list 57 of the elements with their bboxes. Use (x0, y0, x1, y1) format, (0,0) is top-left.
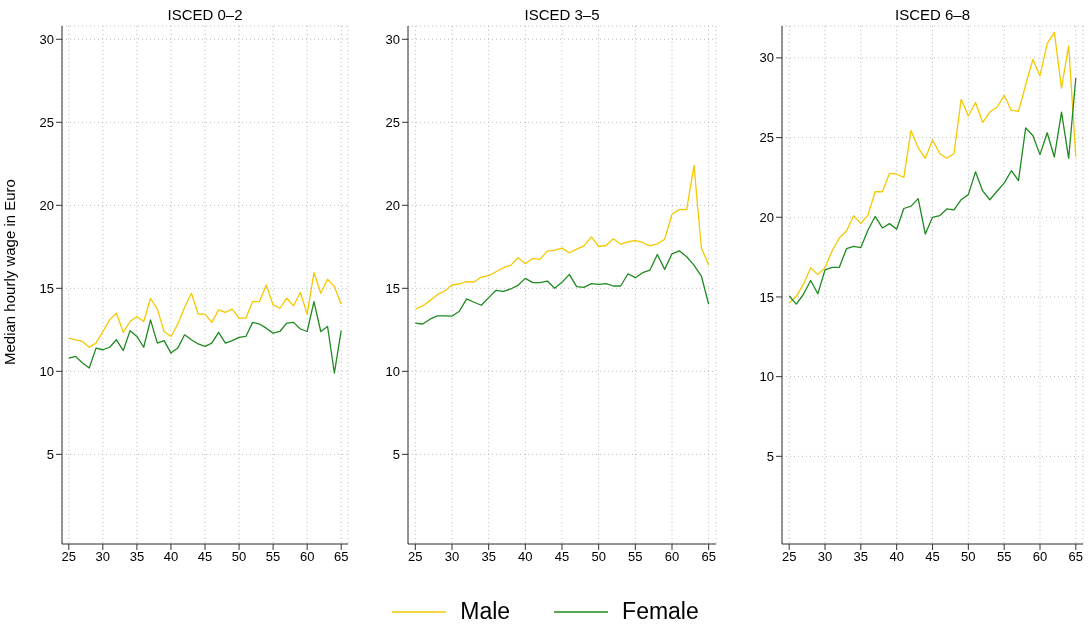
x-tick-label: 65 (1068, 549, 1084, 565)
x-tick-label: 40 (163, 549, 179, 565)
chart-title: ISCED 6–8 (893, 6, 971, 23)
x-tick-label: 40 (518, 549, 533, 565)
x-tick-label: 30 (817, 549, 833, 565)
y-tick-label: 30 (759, 50, 774, 66)
y-tick-label: 30 (39, 31, 54, 47)
y-tick-label: 10 (759, 369, 774, 385)
x-tick-label: 60 (1032, 549, 1048, 565)
x-tick-label: 60 (664, 549, 680, 565)
x-tick-label: 30 (95, 549, 111, 565)
chart-title: ISCED 3–5 (523, 6, 601, 23)
x-tick-label: 50 (961, 549, 976, 565)
legend-label: Male (460, 598, 511, 625)
x-tick-label: 25 (61, 549, 77, 565)
y-tick-label: 5 (766, 448, 774, 464)
legend-label: Female (622, 598, 699, 625)
y-tick-label: 10 (385, 363, 400, 379)
y-tick-label: 5 (46, 446, 54, 462)
x-tick-label: 25 (781, 549, 797, 565)
y-tick-label: 20 (39, 197, 54, 213)
y-axis-title: Median hourly wage in Euro (1, 179, 19, 365)
x-tick-label: 30 (444, 549, 460, 565)
x-tick-label: 50 (231, 549, 247, 565)
line-series (68, 300, 342, 374)
x-tick-label: 45 (554, 549, 570, 565)
x-tick-label: 55 (265, 549, 281, 565)
y-tick-label: 15 (39, 280, 54, 296)
x-tick-label: 45 (197, 549, 213, 565)
y-tick-label: 15 (759, 289, 774, 305)
y-tick-label: 20 (385, 197, 400, 213)
y-tick-label: 30 (385, 31, 400, 47)
line-series (414, 164, 710, 310)
x-tick-label: 35 (481, 549, 496, 565)
y-tick-label: 25 (759, 130, 774, 146)
y-tick-label: 25 (385, 114, 400, 130)
y-tick-label: 15 (385, 280, 400, 296)
x-tick-label: 25 (408, 549, 423, 565)
x-tick-label: 35 (129, 549, 145, 565)
x-tick-label: 35 (853, 549, 869, 565)
x-tick-label: 50 (591, 549, 606, 565)
x-tick-label: 40 (889, 549, 904, 565)
line-series (788, 77, 1077, 305)
line-series (68, 271, 342, 348)
chart-title: ISCED 0–2 (166, 6, 244, 23)
x-tick-label: 45 (925, 549, 940, 565)
y-tick-label: 25 (39, 114, 54, 130)
x-tick-label: 65 (701, 549, 716, 565)
y-tick-label: 5 (392, 446, 400, 462)
line-series (414, 250, 710, 325)
x-tick-label: 65 (333, 549, 349, 565)
line-series (788, 31, 1077, 304)
y-tick-label: 20 (759, 209, 774, 225)
x-tick-label: 55 (628, 549, 643, 565)
x-tick-label: 60 (299, 549, 315, 565)
x-tick-label: 55 (996, 549, 1012, 565)
y-tick-label: 10 (39, 363, 54, 379)
